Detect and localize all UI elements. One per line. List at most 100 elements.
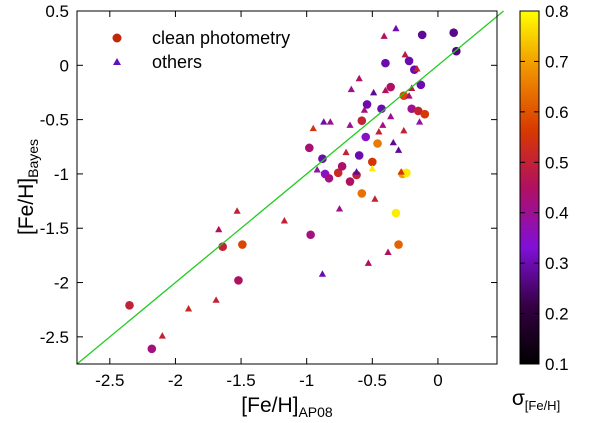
x-tick-label: -2.5: [95, 371, 124, 390]
data-point-triangle: [415, 118, 424, 125]
data-point-triangle: [387, 112, 395, 120]
data-point-circle: [125, 301, 134, 310]
data-point-circle: [337, 162, 347, 171]
data-point-triangle: [313, 165, 321, 173]
colorbar-label: σ[Fe/H]: [512, 387, 560, 413]
y-tick-label: -2.5: [40, 328, 69, 347]
data-point-triangle: [280, 217, 288, 224]
data-point-triangle: [379, 121, 387, 128]
data-point-triangle: [384, 248, 392, 256]
data-point-triangle: [368, 164, 376, 172]
data-point-circle: [361, 132, 371, 142]
data-point-triangle: [405, 92, 413, 99]
y-tick-label: -2: [54, 274, 69, 293]
data-point-triangle: [342, 148, 350, 156]
data-points: [125, 24, 461, 354]
identity-line: [76, 10, 504, 365]
y-tick-label: -0.5: [40, 111, 69, 130]
legend-label-others: others: [152, 52, 202, 72]
data-point-triangle: [400, 126, 408, 134]
data-point-circle: [306, 230, 315, 240]
y-tick-label: 0: [60, 56, 69, 75]
data-point-triangle: [326, 118, 334, 125]
colorbar: 0.1 0.2 0.3 0.4 0.5 0.6 0.7 0.8 σ[Fe/H]: [512, 2, 569, 413]
data-point-triangle: [347, 85, 355, 93]
data-point-triangle: [184, 305, 193, 312]
data-point-circle: [449, 28, 458, 38]
data-point-circle: [407, 104, 416, 114]
data-point-triangle: [389, 138, 397, 146]
x-axis-label: [Fe/H]AP08: [241, 394, 333, 420]
data-point-circle: [305, 143, 314, 153]
data-point-circle: [354, 151, 364, 160]
data-point-triangle: [158, 332, 166, 339]
data-point-triangle: [309, 124, 317, 132]
data-point-triangle: [355, 74, 363, 82]
data-point-triangle: [335, 205, 344, 212]
data-point-circle: [234, 276, 243, 285]
data-point-triangle: [380, 32, 388, 39]
legend: clean photometry others: [112, 28, 290, 72]
data-point-circle: [318, 154, 327, 164]
colorbar-gradient: [519, 10, 540, 365]
colorbar-tick-label: 0.2: [545, 305, 569, 324]
data-point-circle: [368, 157, 377, 167]
data-point-circle: [413, 106, 423, 116]
data-point-circle: [386, 82, 395, 92]
y-axis-label-sub: Bayes: [25, 139, 41, 178]
x-tick-label: -2: [168, 371, 183, 390]
data-point-triangle: [233, 207, 241, 214]
data-point-circle: [394, 240, 403, 249]
y-tick-label: -1.5: [40, 219, 69, 238]
data-point-circle: [417, 30, 427, 40]
x-tick-label: -1.5: [226, 371, 255, 390]
data-point-circle: [147, 344, 157, 354]
data-point-circle: [404, 56, 414, 66]
x-tick-label: -1: [299, 371, 314, 390]
legend-circle-marker: [112, 33, 122, 43]
data-point-triangle: [364, 259, 372, 266]
data-point-circle: [333, 168, 343, 178]
legend-triangle-marker: [113, 58, 121, 65]
x-axis-label-sub: AP08: [298, 404, 332, 420]
colorbar-tick-label: 0.7: [545, 52, 569, 71]
data-point-triangle: [381, 86, 390, 94]
data-point-circle: [357, 116, 367, 126]
data-point-triangle: [320, 118, 328, 125]
data-point-circle: [345, 177, 355, 186]
x-axis: -2.5 -2 -1.5 -1 -0.5 0: [95, 11, 443, 390]
plot-frame: [76, 10, 498, 365]
data-point-triangle: [346, 121, 354, 128]
colorbar-tick-label: 0.3: [545, 254, 569, 273]
colorbar-tick-label: 0.1: [545, 355, 569, 374]
data-point-triangle: [360, 106, 369, 113]
data-point-triangle: [394, 146, 403, 153]
data-point-triangle: [318, 270, 327, 277]
data-point-circle: [324, 173, 334, 183]
data-point-circle: [357, 189, 367, 198]
y-axis: 0.5 0 -0.5 -1 -1.5 -2 -2.5: [40, 2, 497, 347]
data-point-triangle: [212, 296, 220, 303]
data-point-triangle: [371, 195, 379, 202]
data-point-circle: [238, 240, 247, 249]
y-axis-label: [Fe/H]Bayes: [15, 139, 41, 235]
x-tick-label: -0.5: [358, 371, 387, 390]
y-tick-label: 0.5: [45, 2, 69, 21]
data-point-circle: [416, 80, 426, 90]
x-tick-label: 0: [433, 371, 442, 390]
colorbar-ticks: 0.1 0.2 0.3 0.4 0.5 0.6 0.7 0.8: [520, 2, 569, 374]
data-point-circle: [391, 208, 401, 218]
colorbar-tick-label: 0.5: [545, 153, 569, 172]
data-point-circle: [362, 100, 372, 109]
data-point-circle: [402, 168, 411, 178]
data-point-triangle: [370, 88, 378, 96]
data-point-triangle: [352, 168, 361, 175]
data-point-triangle: [392, 24, 400, 32]
data-point-circle: [381, 58, 390, 68]
legend-label-clean: clean photometry: [152, 28, 290, 48]
colorbar-tick-label: 0.8: [545, 2, 569, 21]
colorbar-tick-label: 0.6: [545, 103, 569, 122]
colorbar-label-sub: [Fe/H]: [525, 398, 560, 413]
y-tick-label: -1: [54, 165, 69, 184]
